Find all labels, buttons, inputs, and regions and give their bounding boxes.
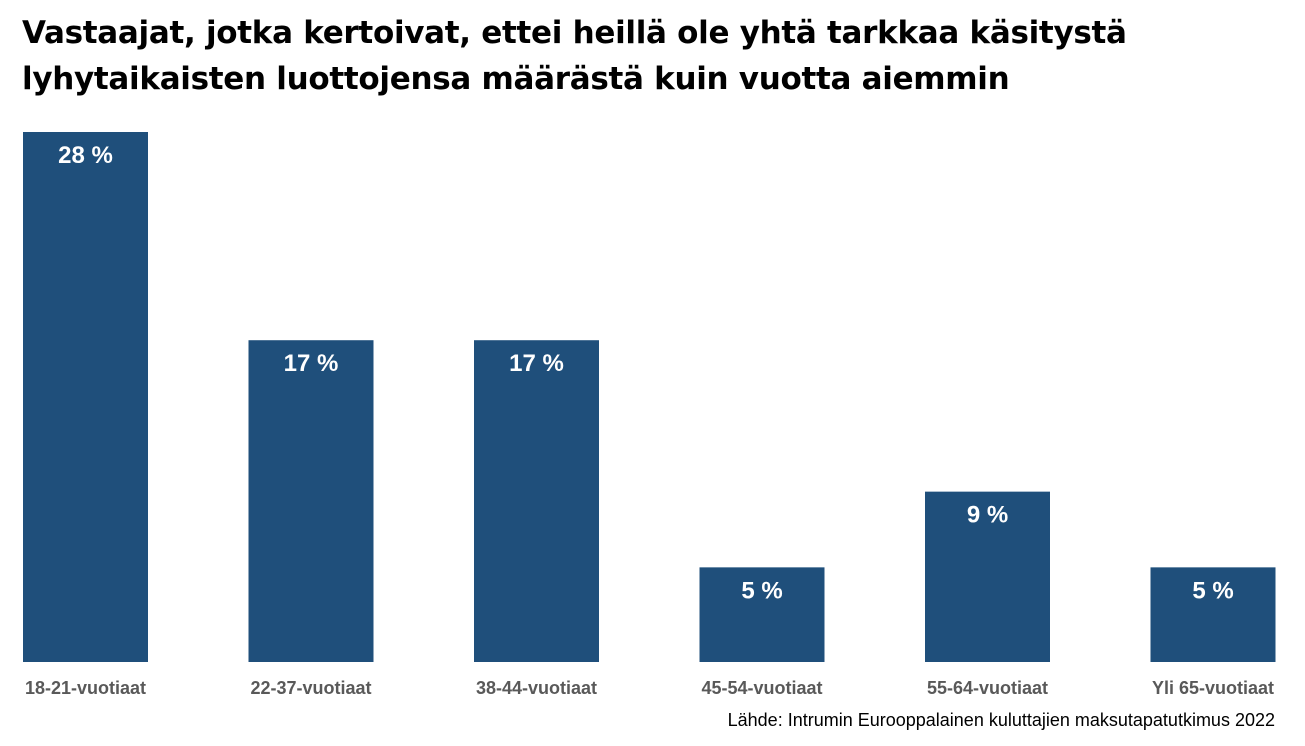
bar-value-label: 9 % [967,502,1008,529]
bar-value-label: 17 % [509,350,564,377]
x-tick-label: 55-64-vuotiaat [927,678,1048,698]
chart-title-line-1: Vastaajat, jotka kertoivat, ettei heillä… [22,15,1127,51]
bar-group: 9 % 55-64-vuotiaat [925,491,1050,698]
bar-group: 5 % 45-54-vuotiaat [699,567,825,698]
bar-group: 17 % 38-44-vuotiaat [474,340,599,698]
bar-value-label: 5 % [741,577,782,604]
bar [474,340,599,662]
x-tick-label: 45-54-vuotiaat [701,678,822,698]
source-note: Lähde: Intrumin Eurooppalainen kuluttaji… [727,710,1275,730]
bar-value-label: 5 % [1192,577,1233,604]
bar [248,340,374,662]
bar-group: 17 % 22-37-vuotiaat [248,340,374,698]
bar [23,132,148,662]
bar [925,491,1050,662]
bar-group: 28 % 18-21-vuotiaat [23,132,148,698]
x-tick-label: 18-21-vuotiaat [25,678,146,698]
chart-title: Vastaajat, jotka kertoivat, ettei heillä… [22,10,1282,102]
bar-group: 5 % Yli 65-vuotiaat [1150,567,1276,698]
bar-value-label: 28 % [58,142,113,169]
bar [1150,567,1276,662]
x-tick-label: 22-37-vuotiaat [250,678,371,698]
bar [699,567,825,662]
chart-title-line-2: lyhytaikaisten luottojensa määrästä kuin… [22,61,1010,97]
bar-value-label: 17 % [284,350,339,377]
x-tick-label: 38-44-vuotiaat [476,678,597,698]
x-tick-label: Yli 65-vuotiaat [1152,678,1274,698]
